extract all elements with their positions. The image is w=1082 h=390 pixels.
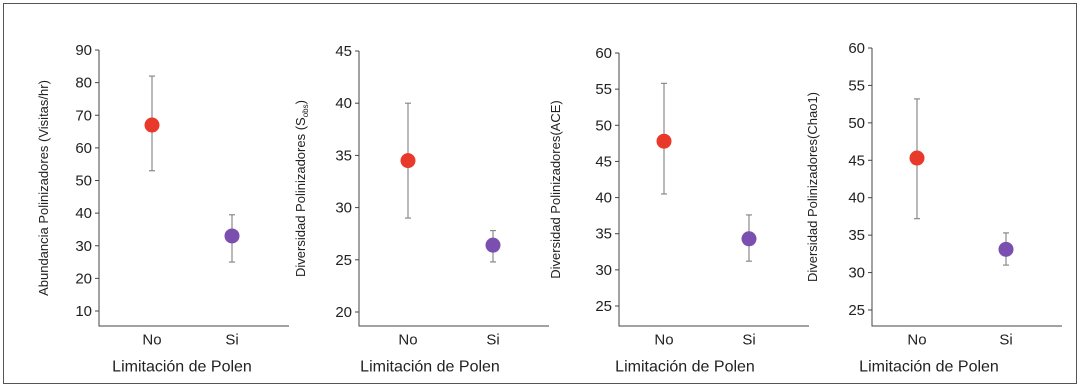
chart1-y-tick-label: 30 — [75, 238, 92, 255]
chart4-y-tick-label: 25 — [848, 302, 865, 319]
chart2-y-tick-label: 20 — [335, 304, 352, 321]
chart1-y-axis-title-main: Abundancia Polinizadores (Visitas/hr) — [36, 80, 51, 296]
chart2-y-axis-title-main: Diversidad Polinizadores (S — [293, 117, 308, 277]
chart4-y-tick-label: 45 — [848, 152, 865, 169]
chart3-y-tick-label: 60 — [595, 45, 612, 62]
chart3-category-label-si: Si — [742, 331, 755, 348]
chart3-y-tick-label: 35 — [595, 226, 612, 243]
chart2-y-tick-label: 45 — [335, 43, 352, 60]
chart2-y-axis-title-subscript: obs — [301, 104, 310, 117]
figure-frame: 10 20 30 40 50 60 70 80 90 Abundancia Polinizador… — [3, 3, 1077, 384]
chart3-data-point-no — [656, 133, 672, 149]
chart2-category-label-si: Si — [486, 331, 499, 348]
chart4-data-point-si — [998, 241, 1014, 257]
chart4-y-tick-label: 55 — [848, 77, 865, 94]
chart3-category-label-no: No — [654, 331, 673, 348]
chart4-y-axis-title-main: Diversidad Polinizadores(Chao1) — [805, 92, 820, 282]
chart3-y-axis-title-main: Diversidad Polinizadores(ACE) — [548, 100, 563, 278]
chart1-data-point-no — [144, 117, 160, 133]
chart2-x-axis-title: Limitación de Polen — [360, 358, 500, 375]
chart4-data-point-no — [909, 150, 925, 166]
chart3-y-tick-label: 40 — [595, 190, 612, 207]
chart1-x-axis-title: Limitación de Polen — [112, 358, 252, 375]
chart1-y-tick-label: 50 — [75, 173, 92, 190]
chart2-data-point-si — [485, 237, 501, 253]
chart4-y-tick-label: 35 — [848, 227, 865, 244]
chart1-y-tick-label: 90 — [75, 42, 92, 59]
chart4-y-axis-title: Diversidad Polinizadores(Chao1) — [805, 92, 820, 282]
chart3-y-axis-title: Diversidad Polinizadores(ACE) — [548, 100, 563, 278]
chart4-category-label-no: No — [907, 331, 926, 348]
chart1-y-tick-label: 40 — [75, 205, 92, 222]
chart4-y-tick-label: 40 — [848, 190, 865, 207]
chart3-y-tick-label: 30 — [595, 262, 612, 279]
chart4-category-label-si: Si — [999, 331, 1012, 348]
chart1-category-label-si: Si — [225, 331, 238, 348]
chart3-y-tick-label: 25 — [595, 298, 612, 315]
charts-svg: 10 20 30 40 50 60 70 80 90 Abundancia Polinizador… — [36, 40, 1062, 375]
chart2-data-point-no — [400, 153, 416, 169]
chart1-y-tick-label: 60 — [75, 140, 92, 157]
chart1-y-tick-label: 20 — [75, 270, 92, 287]
chart1-y-tick-label: 10 — [75, 303, 92, 320]
chart2-y-tick-label: 25 — [335, 252, 352, 269]
chart1-y-axis-title: Abundancia Polinizadores (Visitas/hr) — [36, 80, 51, 296]
chart4-y-tick-label: 60 — [848, 40, 865, 57]
chart2-y-axis-title-end: ) — [293, 100, 308, 104]
chart1-y-tick-label: 80 — [75, 75, 92, 92]
chart2-y-tick-label: 30 — [335, 200, 352, 217]
chart3-x-axis-title: Limitación de Polen — [615, 358, 755, 375]
chart1-y-tick-label: 70 — [75, 107, 92, 124]
chart2-y-tick-label: 35 — [335, 147, 352, 164]
chart2-category-label-no: No — [398, 331, 417, 348]
chart2-y-axis-title: Diversidad Polinizadores (Sobs) — [293, 100, 310, 277]
chart3-y-tick-label: 55 — [595, 81, 612, 98]
chart4-x-axis-title: Limitación de Polen — [859, 358, 999, 375]
chart3-y-tick-label: 45 — [595, 153, 612, 170]
chart4-y-tick-label: 30 — [848, 265, 865, 282]
chart3-y-tick-label: 50 — [595, 117, 612, 134]
chart1-category-label-no: No — [142, 331, 161, 348]
chart1-data-point-si — [224, 228, 240, 244]
chart3-data-point-si — [741, 231, 757, 247]
chart2-y-tick-label: 40 — [335, 95, 352, 112]
chart4-y-tick-label: 50 — [848, 115, 865, 132]
